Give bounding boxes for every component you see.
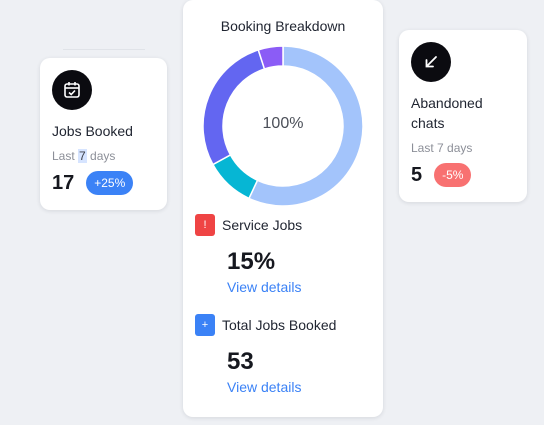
arrow-down-left-icon (411, 42, 451, 82)
change-badge: +25% (86, 171, 134, 195)
donut-slice-3 (203, 48, 266, 166)
donut-center-label: 100% (262, 115, 304, 132)
legend-label: Service Jobs (222, 217, 303, 233)
period-highlight: 7 (78, 149, 87, 163)
period-label: Last 7 days (52, 149, 155, 163)
divider (63, 49, 145, 50)
period-label: Last 7 days (411, 141, 473, 155)
change-badge: -5% (434, 163, 472, 187)
total-jobs-value: 53 (227, 348, 254, 375)
legend-service-jobs: ! Service Jobs (195, 214, 302, 236)
stat-value: 17 (52, 171, 75, 194)
jobs-booked-card: Jobs Booked Last 7 days 17 +25% (40, 58, 167, 210)
donut-chart (203, 46, 363, 206)
legend-label: Total Jobs Booked (222, 317, 337, 333)
alert-icon: ! (195, 214, 215, 236)
stat-value: 5 (411, 163, 423, 186)
plus-icon: + (195, 314, 215, 336)
chart-title: Booking Breakdown (220, 18, 346, 34)
period-prefix: Last (52, 149, 79, 163)
abandoned-chats-card: Abandoned chats Last 7 days 5 -5% (399, 30, 527, 202)
card-title: Abandoned chats (411, 95, 483, 131)
service-jobs-value: 15% (227, 248, 276, 275)
donut-slice-1 (247, 46, 363, 206)
donut-slice-4 (257, 46, 284, 70)
period-suffix: days (86, 149, 116, 163)
legend-total-jobs: + Total Jobs Booked (195, 314, 336, 336)
calendar-check-icon (52, 70, 92, 110)
total-jobs-view-details-link[interactable]: View details (227, 379, 302, 395)
booking-breakdown-card: Booking Breakdown 100% ! Service Jobs 15… (183, 0, 383, 417)
service-jobs-view-details-link[interactable]: View details (227, 279, 302, 295)
card-title: Jobs Booked (52, 123, 133, 139)
